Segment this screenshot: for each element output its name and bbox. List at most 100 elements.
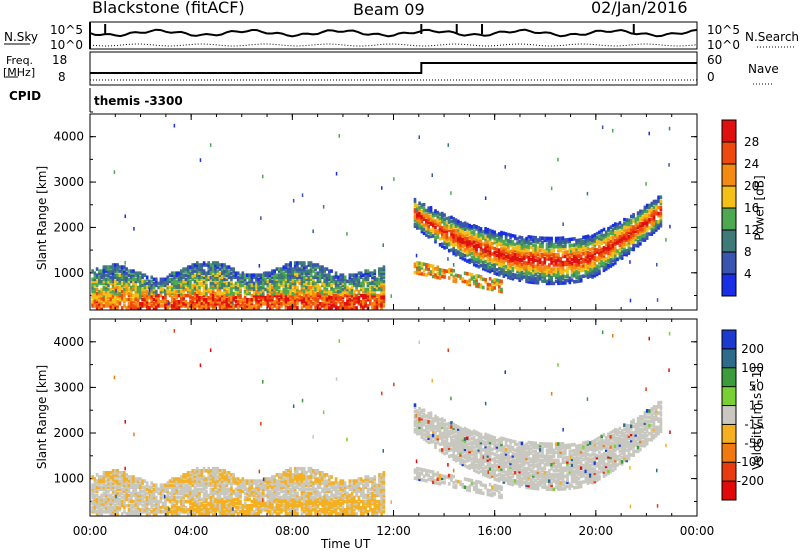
power-cell — [287, 267, 290, 271]
power-cell — [609, 231, 613, 236]
power-cell — [255, 293, 258, 298]
power-cell — [623, 250, 626, 255]
power-cell — [600, 249, 603, 254]
power-cell — [104, 269, 108, 273]
power-cell — [98, 293, 101, 298]
power-cell — [280, 293, 283, 298]
power-cell — [602, 266, 606, 271]
power-cell — [477, 232, 481, 236]
velocity-cell — [132, 481, 135, 485]
power-cell — [657, 220, 660, 224]
velocity-cell — [104, 497, 108, 502]
power-cell — [225, 267, 229, 271]
power-cell — [177, 300, 181, 304]
power-cell — [125, 281, 128, 286]
power-cell — [507, 265, 510, 270]
velocity-cell — [132, 479, 135, 483]
power-cell — [382, 295, 386, 300]
power-cell — [109, 281, 113, 286]
power-cell — [543, 257, 547, 261]
power-cell — [418, 207, 421, 212]
power-cell — [257, 293, 260, 298]
velocity-cell — [102, 505, 106, 510]
power-cell — [627, 226, 631, 231]
power-cell — [536, 256, 540, 261]
power-cell — [495, 233, 499, 237]
power-cell — [593, 273, 597, 278]
velocity-cell — [125, 493, 128, 498]
power-cell — [305, 304, 308, 308]
power-cell — [536, 238, 540, 242]
power-cell — [561, 266, 565, 271]
power-cell — [289, 297, 292, 302]
power-cell — [486, 282, 490, 287]
power-cell — [623, 246, 626, 251]
power-cell — [511, 250, 515, 254]
velocity-cell — [123, 483, 126, 487]
power-cell — [148, 288, 151, 292]
power-cell — [577, 238, 581, 243]
power-cell — [139, 295, 142, 300]
velocity-cell — [241, 479, 245, 483]
velocity-cell — [236, 485, 240, 489]
power-cell — [364, 287, 367, 292]
velocity-cell — [191, 508, 194, 512]
velocity-cell — [239, 483, 242, 487]
power-cell — [125, 275, 128, 280]
power-cell — [564, 262, 567, 267]
velocity-cell — [221, 508, 224, 512]
power-cell — [527, 277, 531, 282]
velocity-cell — [107, 481, 110, 485]
power-cell — [461, 224, 465, 228]
power-cell — [182, 273, 185, 277]
power-cell — [357, 302, 361, 306]
power-cell — [248, 277, 251, 282]
power-cell — [100, 304, 103, 308]
power-cell — [248, 304, 251, 308]
power-cell — [102, 300, 106, 304]
velocity-cell — [191, 489, 194, 494]
power-cell — [593, 271, 597, 276]
power-cell — [373, 275, 377, 280]
power-cell — [177, 283, 181, 288]
power-cell — [353, 297, 356, 302]
power-cell — [268, 287, 272, 292]
power-cell — [420, 213, 424, 218]
power-cell — [554, 240, 558, 245]
power-cell — [532, 243, 535, 248]
power-cell — [545, 265, 549, 269]
power-cell — [218, 295, 222, 300]
power-cell — [431, 266, 435, 271]
power-cell — [509, 253, 512, 258]
power-cell — [632, 235, 635, 239]
power-cell — [289, 304, 292, 308]
power-cell — [527, 245, 531, 249]
power-cell — [93, 279, 97, 284]
power-cell — [380, 300, 383, 304]
velocity-cell — [246, 495, 249, 500]
power-cell — [232, 291, 235, 296]
power-cell — [602, 262, 606, 266]
velocity-cell — [136, 510, 140, 514]
velocity-cell — [109, 471, 113, 475]
power-cell — [641, 221, 644, 226]
power-cell — [277, 273, 281, 277]
power-cell — [577, 267, 581, 271]
power-cell — [173, 300, 176, 304]
power-cell — [378, 271, 381, 275]
power-cell — [545, 271, 549, 275]
power-cell — [604, 248, 608, 253]
velocity-cell — [116, 510, 119, 514]
power-cell — [293, 306, 297, 310]
velocity-cell — [218, 481, 222, 485]
velocity-cell — [145, 510, 149, 514]
power-cell — [353, 291, 356, 296]
power-cell — [620, 223, 624, 228]
velocity-cell — [159, 497, 163, 502]
power-cell — [450, 242, 453, 246]
power-cell — [495, 257, 499, 262]
power-cell — [348, 297, 352, 302]
power-cell — [104, 297, 108, 302]
power-cell — [143, 293, 147, 298]
power-cell — [111, 283, 115, 288]
